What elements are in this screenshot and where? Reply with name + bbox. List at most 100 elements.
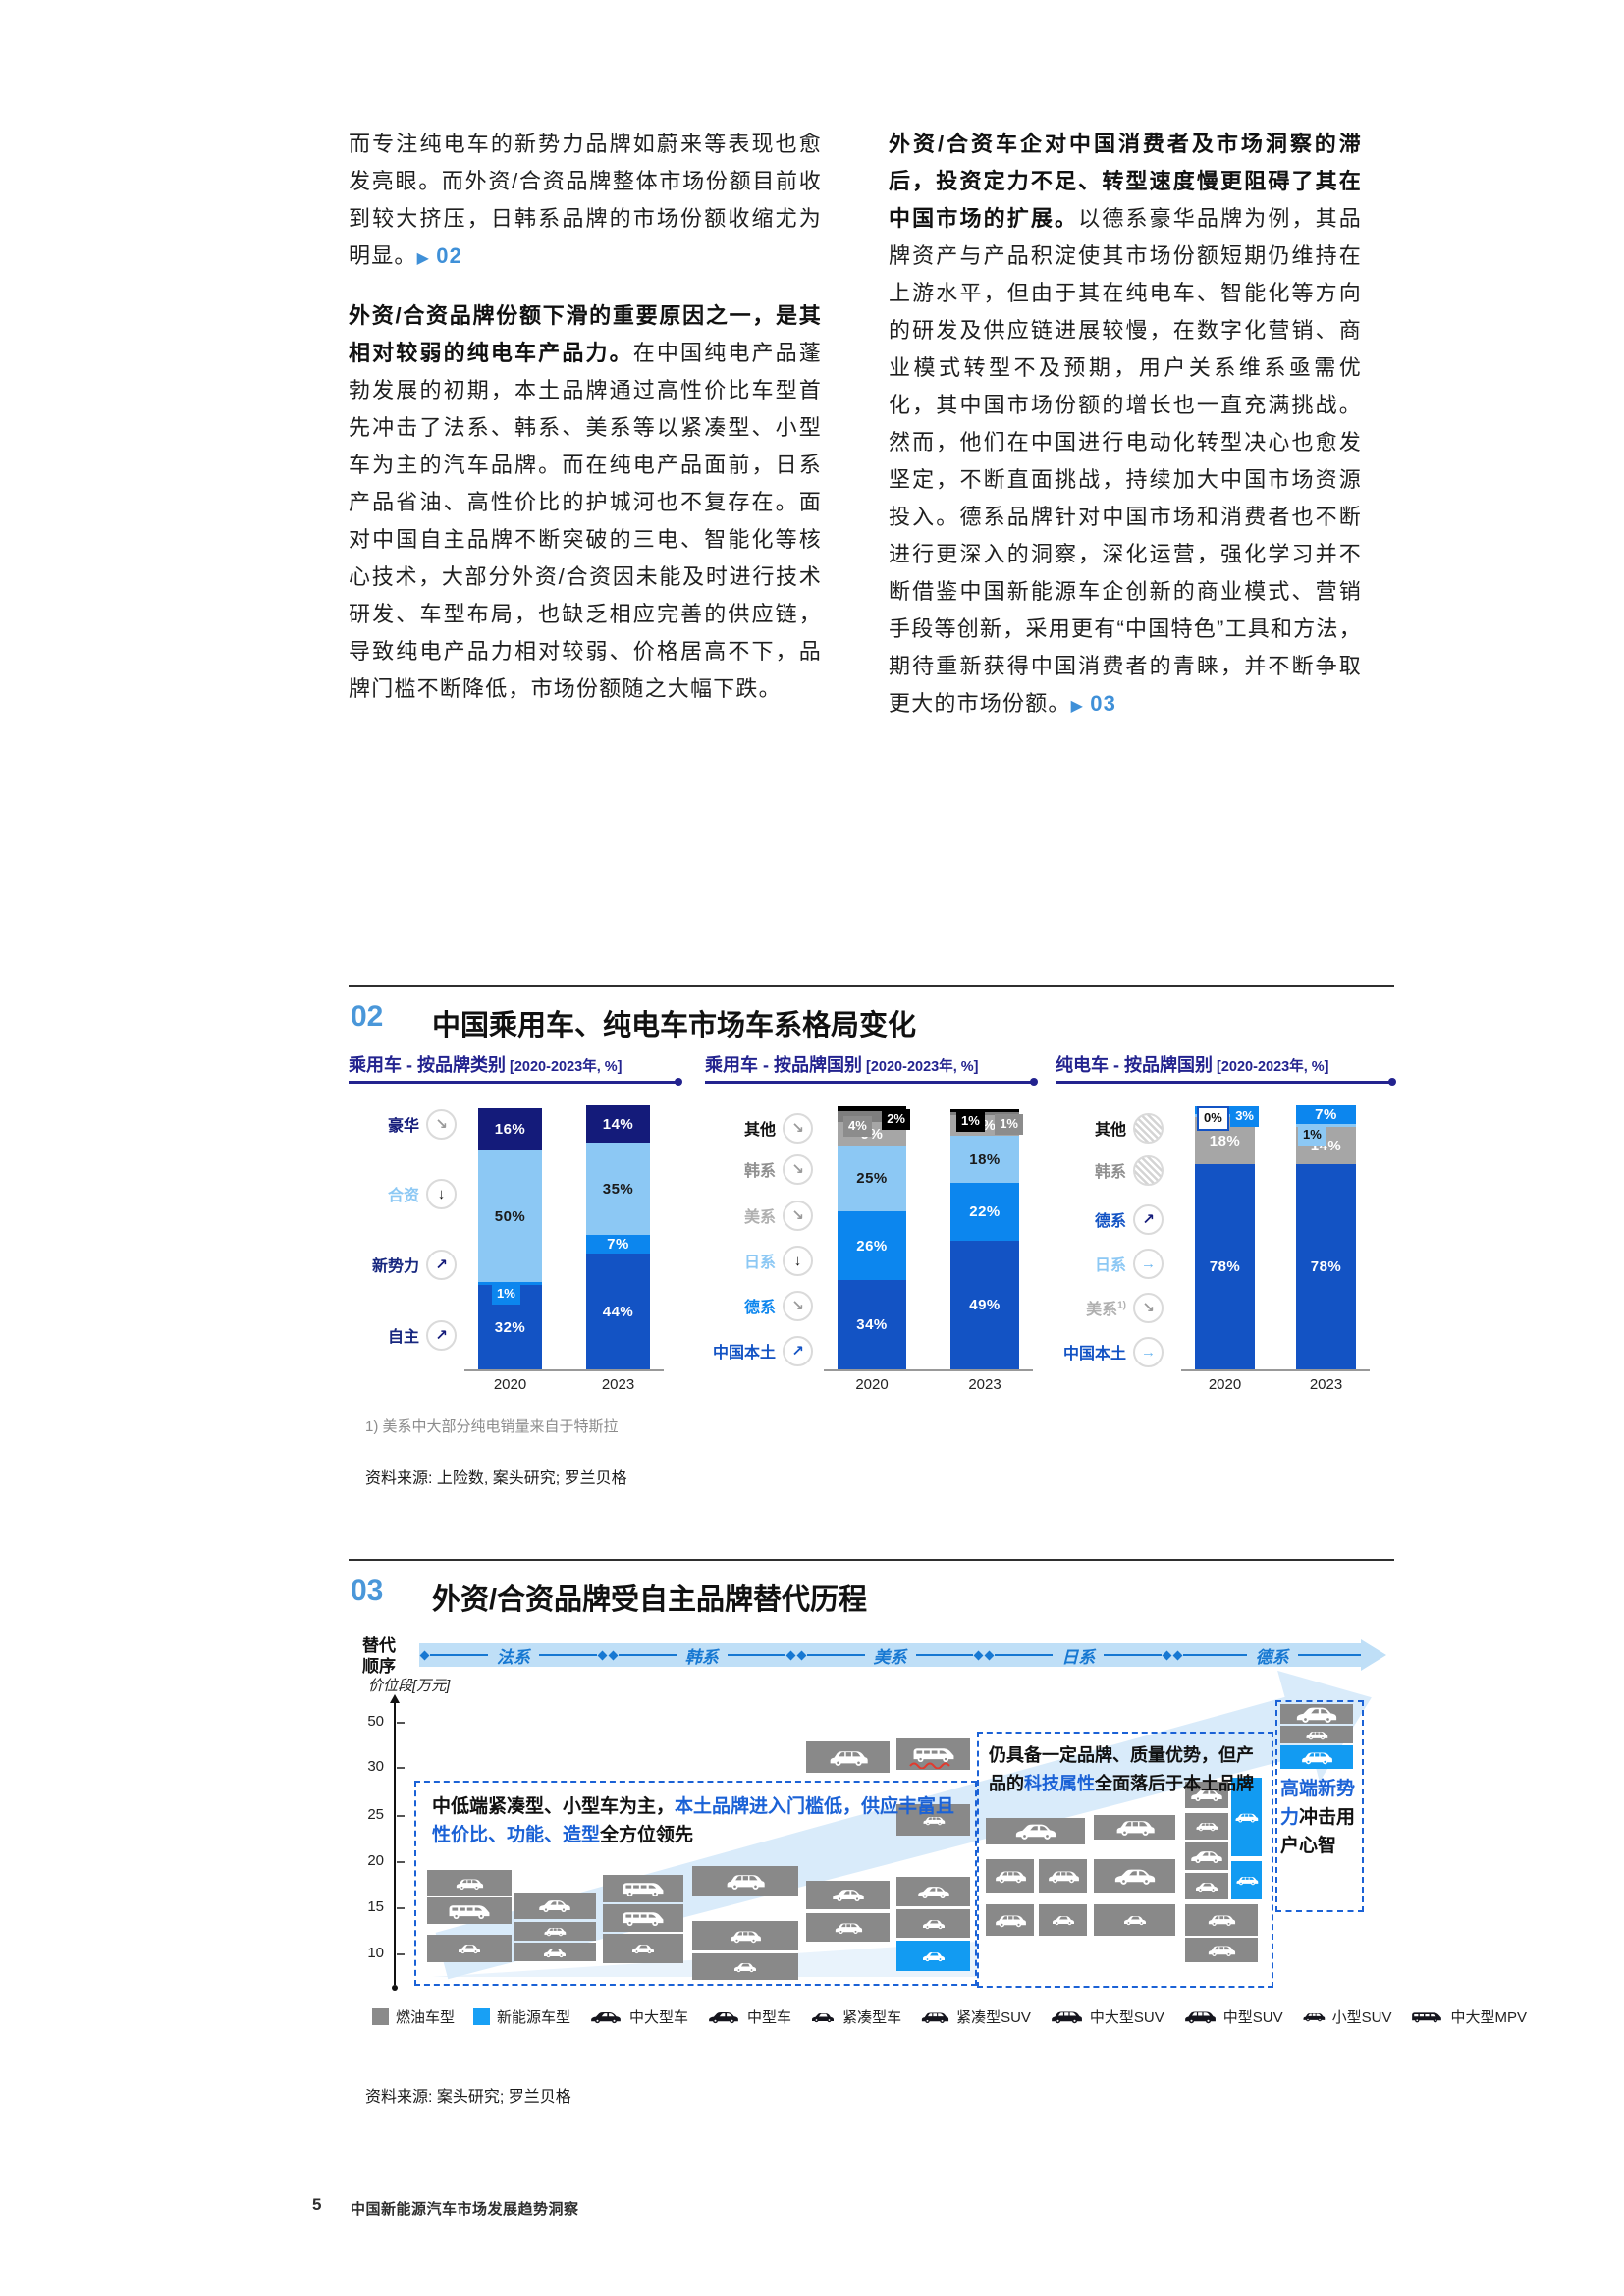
hatched-circle-icon — [1133, 1112, 1164, 1144]
vehicle-tile-suv-c — [1185, 1904, 1258, 1936]
legend-row-其他: 其他 ↘ — [713, 1112, 813, 1144]
chart03-source: 资料来源: 案头研究; 罗兰贝格 — [365, 2089, 571, 2106]
stacked-bar-2023: 7% 1% 14% 78% — [1296, 1105, 1356, 1369]
vehicle-tile-mpv — [603, 1875, 683, 1902]
bar-segment: 2% — [838, 1106, 910, 1130]
bar-segment: 0% — [1195, 1106, 1255, 1131]
bar-segment: 78% — [1296, 1164, 1356, 1369]
bar-segment: 18% — [950, 1136, 1019, 1183]
tick-mark — [397, 1767, 405, 1769]
order-axis-label: 替代顺序 — [362, 1636, 396, 1676]
legend-label: 豪华 — [387, 1118, 419, 1135]
legend-row-美系: 美系 ↘ — [713, 1200, 813, 1231]
stacked-bar-2023: 14% 35% 7% 44% — [586, 1105, 650, 1369]
chart02-panel-3: 纯电车 - 按品牌国别 [2020-2023年, %] 其他 韩系 德系 ↗ 日系 → 美系1… — [1056, 987, 1396, 1409]
stacked-bar-2020: 2% 4% 9% 25% 26% 34% — [838, 1106, 910, 1369]
legend-row-德系: 德系 ↘ — [713, 1290, 813, 1321]
legend-row-豪华: 豪华 ↘ — [356, 1108, 457, 1140]
vehicle-tile-suv-c — [1185, 1938, 1258, 1962]
trend-arrow-icon: ↘ — [426, 1108, 457, 1140]
brand-sequence-band: 法系 韩系 美系 日系 德系 — [419, 1639, 1386, 1671]
legend-row-其他: 其他 — [1063, 1112, 1164, 1144]
trend-arrow-icon: ↘ — [1133, 1292, 1164, 1323]
chart03-section: 03 外资/合资品牌受自主品牌替代历程 替代顺序 法系 韩系 美系 日系 德系 价位段[… — [349, 1559, 1527, 2169]
trend-arrow-icon: → — [1133, 1336, 1164, 1367]
legend-item-紧凑型SUV: 紧凑型SUV — [920, 2006, 1031, 2027]
subtitle-underline — [1056, 1078, 1396, 1086]
tick-label-15: 15 — [367, 1898, 384, 1915]
subtitle-underline — [349, 1078, 682, 1086]
tick-mark — [397, 1815, 405, 1817]
chart02-panels: 乘用车 - 按品牌类别 [2020-2023年, %] 豪华 ↘ 合资 ↓ 新势力 ↗ 自主 ↗… — [349, 987, 1396, 1409]
tick-label-10: 10 — [367, 1945, 384, 1961]
bar-segment: 1% — [478, 1282, 542, 1305]
panel-subtitle: 乘用车 - 按品牌类别 [2020-2023年, %] — [349, 1055, 623, 1075]
figure-ref-03: ▶ 03 — [1070, 691, 1117, 716]
vehicle-tile-suv-m-nev — [1280, 1745, 1353, 1769]
bar-segment: 16% — [478, 1108, 542, 1150]
chart02-panel-1: 乘用车 - 按品牌类别 [2020-2023年, %] 豪华 ↘ 合资 ↓ 新势力 ↗ 自主 ↗… — [349, 987, 682, 1409]
vehicle-tile-suv-s — [896, 1804, 970, 1836]
legend-suv-m-icon — [1183, 2009, 1217, 2024]
bar-segment: 26% — [838, 1211, 906, 1280]
figure-ref-02: ▶ 02 — [416, 243, 463, 268]
vehicle-tile-suv-l — [806, 1741, 890, 1773]
stacked-bar-2020: 3% 0% 18% 78% — [1195, 1106, 1259, 1369]
price-axis — [390, 1694, 400, 1991]
legend-label: 其他 — [1094, 1122, 1126, 1139]
vehicle-tile-hatch — [603, 1934, 683, 1963]
value-chip: 3% — [1230, 1106, 1259, 1127]
paragraph-lead-bold: 外资/合资车企对中国消费者及市场洞察的滞后，投资定力不足、转型速度慢更阻碍了其在… — [889, 132, 1362, 231]
legend-suv-l-icon — [1050, 2009, 1083, 2024]
vehicle-tile-hatch — [427, 1935, 512, 1962]
legend-row-美系: 美系1) ↘ — [1063, 1292, 1164, 1323]
page-number: 5 — [312, 2195, 322, 2214]
legend-suv-c-icon — [920, 2010, 949, 2024]
vehicle-tile-suv-m — [986, 1859, 1034, 1893]
article-column-right: 外资/合资车企对中国消费者及市场洞察的滞后，投资定力不足、转型速度慢更阻碍了其在… — [889, 126, 1362, 745]
x-axis-line — [824, 1369, 1033, 1371]
panel-subtitle: 乘用车 - 按品牌国别 [2020-2023年, %] — [705, 1055, 979, 1075]
band-segment-日系: 日系 — [984, 1643, 1172, 1668]
legend-row-中国本土: 中国本土 ↗ — [713, 1335, 814, 1366]
x-axis-line — [464, 1369, 664, 1371]
vehicle-tile-sedan-l — [986, 1818, 1085, 1844]
bar-segment: 1% — [950, 1109, 1019, 1132]
vehicle-tile-suv-s — [1280, 1726, 1353, 1743]
legend-label: 日系 — [1094, 1257, 1126, 1274]
chart02-footnote: 1) 美系中大部分纯电销量来自于特斯拉 — [365, 1418, 619, 1435]
legend-row-中国本土: 中国本土 → — [1063, 1336, 1164, 1367]
trend-arrow-icon: ↘ — [783, 1290, 813, 1321]
vehicle-tile-suv-l — [1094, 1815, 1175, 1840]
vehicle-tile-sedan — [896, 1877, 970, 1906]
box1-text: 中低端紧凑型、小型车为主，本土品牌进入门槛低，供应丰富且性价比、功能、造型全方位… — [432, 1796, 955, 1845]
bar-segment: 44% — [586, 1254, 650, 1369]
bar-segment: 1% — [1296, 1124, 1356, 1146]
trend-arrow-icon: ↘ — [783, 1112, 813, 1144]
paragraph: 外资/合资车企对中国消费者及市场洞察的滞后，投资定力不足、转型速度慢更阻碍了其在… — [889, 126, 1362, 725]
bar-segment: 7% — [586, 1235, 650, 1254]
bar-segment: 49% — [950, 1241, 1019, 1369]
trend-arrow-icon: → — [1133, 1248, 1164, 1279]
vehicle-tile-mpv — [603, 1904, 683, 1932]
band-segment-德系: 德系 — [1172, 1643, 1361, 1668]
vehicle-tile-sedan — [1185, 1842, 1228, 1870]
vehicle-tile-hatch — [1039, 1904, 1087, 1936]
trend-arrow-icon: ↓ — [426, 1178, 457, 1209]
trend-arrow-icon: ↗ — [1133, 1203, 1164, 1235]
vehicle-tile-suv-m — [1039, 1859, 1087, 1893]
panel-subtitle: 纯电车 - 按品牌国别 [2020-2023年, %] — [1056, 1055, 1329, 1075]
year-label: 2023 — [601, 1376, 635, 1393]
year-label: 2023 — [968, 1376, 1001, 1393]
legend-item-中大型车: 中大型车 — [589, 2006, 688, 2027]
price-axis-label: 价位段[万元] — [368, 1678, 451, 1694]
red-squiggle-icon — [909, 1762, 950, 1769]
legend-hatch-icon — [810, 2011, 836, 2023]
value-chip: 1% — [1298, 1125, 1326, 1146]
vehicle-tile-hatch — [692, 1953, 798, 1980]
legend-label: 自主 — [387, 1329, 419, 1346]
bar-segment: 14% — [586, 1105, 650, 1143]
tick-label-50: 50 — [367, 1713, 384, 1730]
value-chip: 0% — [1197, 1106, 1229, 1131]
legend-sedan-l-icon — [589, 2010, 623, 2024]
